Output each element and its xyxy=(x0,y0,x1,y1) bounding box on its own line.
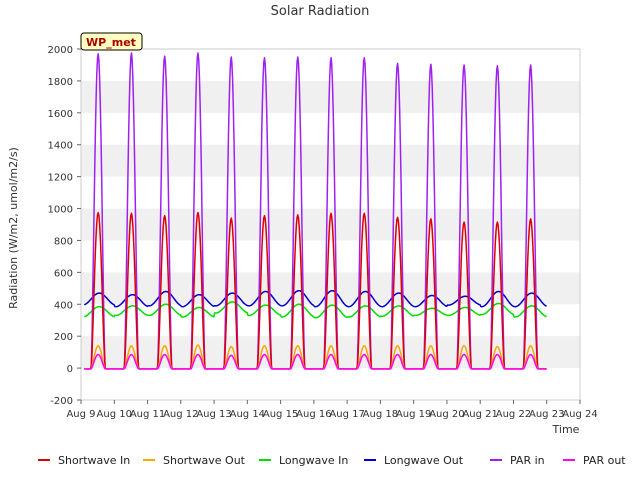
y-tick-label: 800 xyxy=(54,236,73,247)
x-tick-label: Aug 23 xyxy=(529,409,564,420)
x-tick-label: Aug 11 xyxy=(130,409,165,420)
legend-label: Longwave Out xyxy=(384,453,464,467)
plot-frame xyxy=(80,48,581,401)
series-line-par-out xyxy=(84,353,547,370)
grid-bands xyxy=(81,49,580,400)
y-tick-label: 600 xyxy=(54,268,73,279)
legend-item-longwave-out: Longwave Out xyxy=(364,448,463,472)
grid-band xyxy=(81,144,580,177)
legend-label: Longwave In xyxy=(279,453,349,467)
legend-item-longwave-in: Longwave In xyxy=(259,448,348,472)
x-tick-label: Aug 13 xyxy=(196,409,231,420)
axis-ticks: -200 0 200 400 600 800 1000 1200 1400 1600 1800 200… xyxy=(48,45,598,420)
legend-item-shortwave-out: Shortwave Out xyxy=(143,448,245,472)
legend-label: Shortwave Out xyxy=(163,453,245,467)
grid-band xyxy=(81,336,580,369)
x-tick-label: Aug 14 xyxy=(230,409,265,420)
y-tick-label: 2000 xyxy=(48,45,73,56)
chart-title: Solar Radiation xyxy=(271,4,370,19)
legend: Shortwave In Shortwave Out Longwave In Long… xyxy=(0,448,640,472)
y-tick-label: 200 xyxy=(54,332,73,343)
x-tick-label: Aug 15 xyxy=(263,409,298,420)
series-layer xyxy=(84,52,547,370)
x-tick-label: Aug 20 xyxy=(429,409,464,420)
x-tick-label: Aug 24 xyxy=(562,409,597,420)
legend-label: PAR in xyxy=(510,453,545,467)
x-tick-label: Aug 18 xyxy=(363,409,398,420)
legend-swatch xyxy=(259,459,271,461)
y-tick-label: 1000 xyxy=(48,205,73,216)
legend-swatch xyxy=(143,459,155,461)
y-tick-label: 1600 xyxy=(48,109,73,120)
legend-swatch xyxy=(364,459,376,461)
station-annotation-label: WP_met xyxy=(86,36,136,49)
legend-item-shortwave-in: Shortwave In xyxy=(38,448,130,472)
y-tick-label: 1200 xyxy=(48,173,73,184)
x-tick-label: Aug 17 xyxy=(329,409,364,420)
y-axis-label: Radiation (W/m2, umol/m2/s) xyxy=(7,147,20,309)
legend-swatch xyxy=(490,459,502,461)
legend-swatch xyxy=(563,459,575,461)
grid-band xyxy=(81,272,580,305)
x-tick-label: Aug 16 xyxy=(296,409,331,420)
x-axis-label: Time xyxy=(552,423,580,436)
x-tick-label: Aug 19 xyxy=(396,409,431,420)
x-tick-label: Aug 9 xyxy=(66,409,95,420)
grid-band xyxy=(81,80,580,113)
legend-swatch xyxy=(38,459,50,461)
legend-label: PAR out xyxy=(583,453,626,467)
legend-item-par-in: PAR in xyxy=(490,448,545,472)
y-tick-label: 0 xyxy=(67,364,73,375)
legend-item-par-out: PAR out xyxy=(563,448,626,472)
y-tick-label: 1400 xyxy=(48,141,73,152)
x-tick-label: Aug 21 xyxy=(462,409,497,420)
x-tick-label: Aug 10 xyxy=(97,409,132,420)
x-tick-label: Aug 22 xyxy=(496,409,531,420)
station-annotation: WP_met xyxy=(80,32,143,51)
y-tick-label: 400 xyxy=(54,300,73,311)
y-tick-label: -200 xyxy=(50,396,73,407)
legend-label: Shortwave In xyxy=(58,453,131,467)
y-tick-label: 1800 xyxy=(48,77,73,88)
x-tick-label: Aug 12 xyxy=(163,409,198,420)
